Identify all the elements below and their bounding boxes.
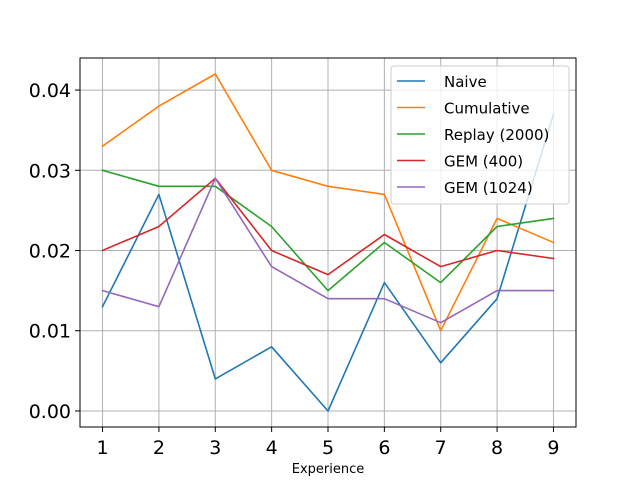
x-tick-label: 6: [378, 437, 390, 459]
x-tick-label: 9: [547, 437, 559, 459]
x-tick-label: 1: [96, 437, 108, 459]
legend-box: [390, 65, 570, 205]
x-axis-title: Experience: [292, 462, 365, 477]
legend-label-1: Cumulative: [444, 100, 530, 118]
y-tick-label: 0.00: [29, 401, 71, 423]
legend: Naive Cumulative Replay (2000) GEM (400) GEM…: [390, 65, 570, 205]
x-tick-label: 3: [209, 437, 221, 459]
x-tick-label: 5: [322, 437, 334, 459]
series-line-0: [101, 113, 555, 412]
x-tick-label: 4: [266, 437, 278, 459]
legend-label-3: GEM (400): [444, 153, 523, 171]
y-tick-label: 0.01: [29, 321, 71, 343]
series-line-2: [101, 169, 555, 292]
series-line-4: [101, 177, 555, 324]
x-tick-label: 8: [491, 437, 503, 459]
x-axis-ticks: 1 2 3 4 5 6 7 8 9: [96, 427, 560, 459]
y-tick-label: 0.03: [29, 160, 71, 182]
y-axis-ticks: 0.00 0.01 0.02 0.03 0.04: [29, 80, 80, 423]
legend-label-0: Naive: [444, 73, 487, 91]
legend-label-4: GEM (1024): [444, 179, 533, 197]
series-line-3: [101, 177, 555, 276]
legend-label-2: Replay (2000): [444, 126, 549, 144]
series-lines: [101, 73, 555, 412]
x-tick-label: 2: [153, 437, 165, 459]
x-tick-label: 7: [435, 437, 447, 459]
y-tick-label: 0.04: [29, 80, 71, 102]
y-tick-label: 0.02: [29, 241, 71, 263]
